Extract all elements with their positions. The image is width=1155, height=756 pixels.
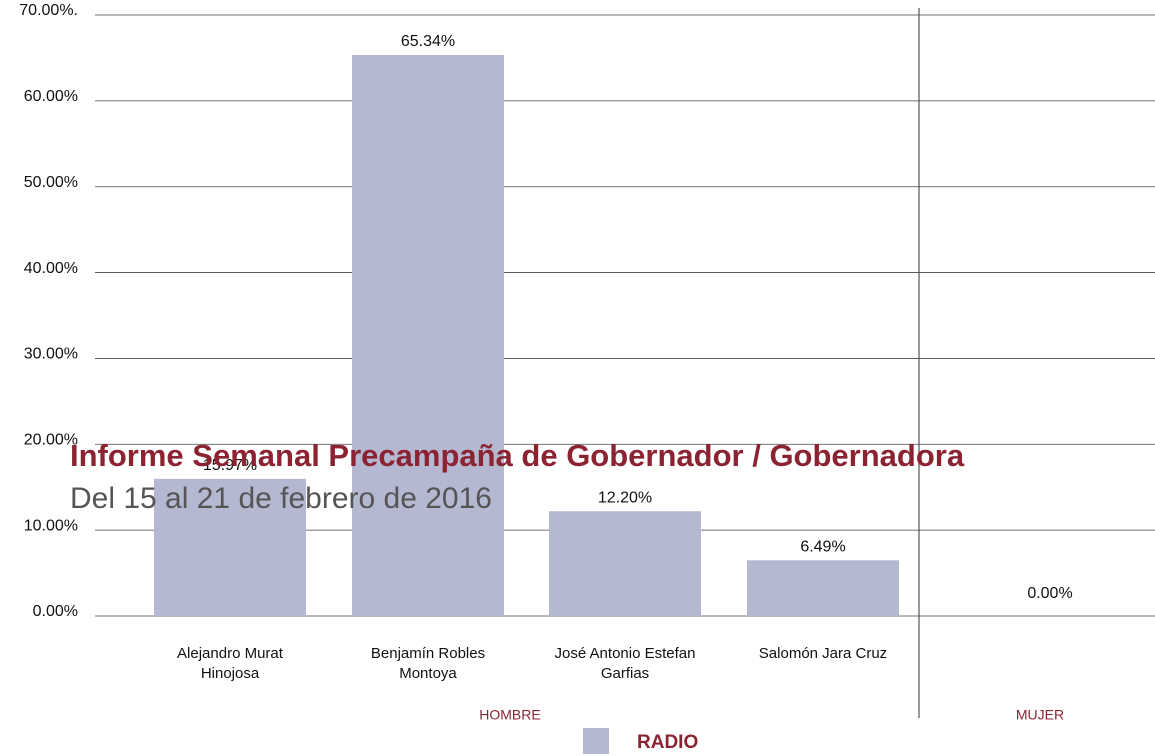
bar — [549, 511, 701, 616]
y-tick-label: 20.00% — [24, 432, 78, 449]
legend-swatch — [583, 728, 609, 754]
x-tick-label: Salomón Jara Cruz — [758, 645, 888, 662]
y-tick-label: 0.00% — [33, 603, 78, 620]
value-label: 12.20% — [598, 489, 652, 506]
x-tick-label: José Antonio Estefan Garfias — [554, 645, 696, 682]
chart-title: Informe Semanal Precampaña de Gobernador… — [70, 438, 965, 473]
y-tick-label: 10.00% — [24, 517, 78, 534]
chart-subtitle: Del 15 al 21 de febrero de 2016 — [70, 482, 492, 515]
y-tick-label: 50.00% — [24, 174, 78, 191]
bar — [154, 478, 306, 616]
bar — [352, 55, 504, 617]
x-tick-label: Benjamín Robles Montoya — [370, 645, 486, 682]
bar — [747, 560, 899, 616]
x-tick-label: Alejandro Murat Hinojosa — [177, 645, 283, 682]
legend-label: RADIO — [637, 732, 698, 753]
value-label: 0.00% — [1027, 585, 1072, 602]
value-label: 65.34% — [401, 33, 455, 50]
group-label: HOMBRE — [479, 707, 540, 723]
group-label: MUJER — [1016, 707, 1064, 723]
value-label: 6.49% — [800, 538, 845, 555]
y-tick-label: 40.00% — [24, 260, 78, 277]
value-label: 15.97% — [203, 457, 257, 474]
y-tick-label: 30.00% — [24, 346, 78, 363]
y-tick-label: 70.00%. — [19, 2, 78, 19]
y-tick-label: 60.00% — [24, 88, 78, 105]
